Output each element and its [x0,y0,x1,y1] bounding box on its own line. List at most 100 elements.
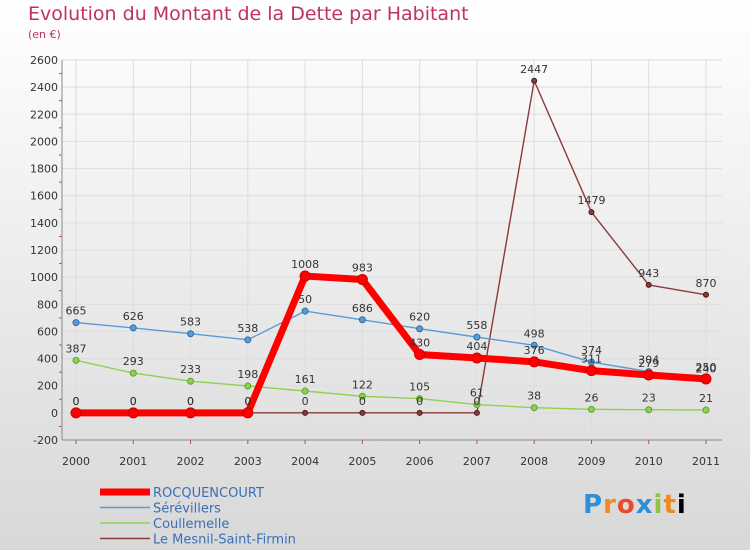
chart-title: Evolution du Montant de la Dette par Hab… [28,3,469,25]
data-point [185,407,197,419]
legend-label: Coullemelle [153,517,229,532]
data-label: 0 [359,395,366,408]
data-point [129,324,137,332]
data-point [645,281,652,288]
data-label: 311 [581,353,602,366]
y-tick-label: 2400 [30,81,58,94]
legend-label: Sérévillers [153,502,221,517]
data-label: 0 [73,395,80,408]
x-tick-label: 2000 [62,455,90,468]
y-tick-label: 1000 [30,271,58,284]
data-point [127,407,139,419]
y-tick-label: 600 [37,325,58,338]
data-label: 304 [638,354,659,367]
data-point [414,349,426,360]
data-point [528,356,540,368]
data-label: 0 [130,395,137,408]
data-point [129,369,137,377]
series-line-2 [75,359,707,411]
data-label: 293 [123,355,144,368]
series-line-0 [72,272,710,417]
data-point [302,409,309,416]
data-label: 583 [180,316,201,329]
data-label: 404 [466,340,487,353]
data-label: 620 [409,311,430,324]
data-point [643,369,655,381]
legend-label: Le Mesnil-Saint-Firmin [153,533,296,548]
data-point [301,307,309,315]
data-label: 279 [638,357,659,370]
data-point [358,316,366,324]
data-point [416,409,423,416]
data-label: 626 [123,310,144,323]
data-label: 498 [524,327,545,340]
data-label: 0 [73,395,80,408]
y-tick-label: 1400 [30,217,58,230]
data-label: 0 [302,395,309,408]
data-label: 2447 [520,63,548,76]
data-point [416,395,424,403]
data-label: 387 [66,342,87,355]
x-tick-label: 2008 [520,455,548,468]
data-label: 0 [416,395,423,408]
data-point [242,407,254,419]
data-point [301,387,309,395]
data-label: 1479 [577,194,605,207]
x-tick-label: 2007 [463,455,491,468]
data-point [70,407,82,419]
data-point [244,336,252,344]
x-tick-label: 2002 [177,455,205,468]
y-tick-label: 400 [37,353,58,366]
data-point [187,330,195,338]
data-label: 26 [584,391,598,404]
data-label: 374 [581,344,602,357]
legend-label: ROCQUENCOURT [153,486,264,501]
data-label: 0 [244,395,251,408]
data-label: 0 [187,395,194,408]
y-tick-label: 2200 [30,108,58,121]
data-label: 943 [638,267,659,280]
x-tick-label: 2009 [577,455,605,468]
y-tick-label: 2000 [30,135,58,148]
data-point [416,325,424,333]
data-label: 38 [527,390,541,403]
data-label: 105 [409,381,430,394]
data-point [72,356,80,364]
y-tick-label: 2600 [30,54,58,67]
x-tick-label: 2001 [119,455,147,468]
data-point [587,405,595,413]
x-tick-label: 2003 [234,455,262,468]
data-label: 233 [180,363,201,376]
y-tick-label: -200 [33,434,58,447]
data-label: 686 [352,302,373,315]
data-label: 61 [470,387,484,400]
data-point [702,406,710,414]
series-line-3 [75,80,707,414]
data-label: 0 [244,395,251,408]
data-label: 1008 [291,258,319,271]
data-point [700,373,712,385]
data-point [359,409,366,416]
data-point [299,270,311,282]
y-tick-label: 1600 [30,190,58,203]
data-point [530,341,538,349]
data-point [473,333,481,341]
data-point [72,319,80,327]
y-tick-label: 200 [37,380,58,393]
data-label: 0 [130,395,137,408]
data-label: 0 [473,395,480,408]
data-point [244,382,252,390]
data-label: 983 [352,261,373,274]
data-point [187,377,195,385]
data-label: 665 [66,305,87,318]
data-point [358,392,366,400]
y-tick-label: 1200 [30,244,58,257]
y-tick-label: 0 [51,407,58,420]
data-label: 161 [295,373,316,386]
data-point [471,352,483,364]
x-tick-label: 2004 [291,455,319,468]
data-label: 50 [298,293,312,306]
data-label: 0 [187,395,194,408]
series-line-1 [75,310,707,381]
data-point [645,406,653,414]
